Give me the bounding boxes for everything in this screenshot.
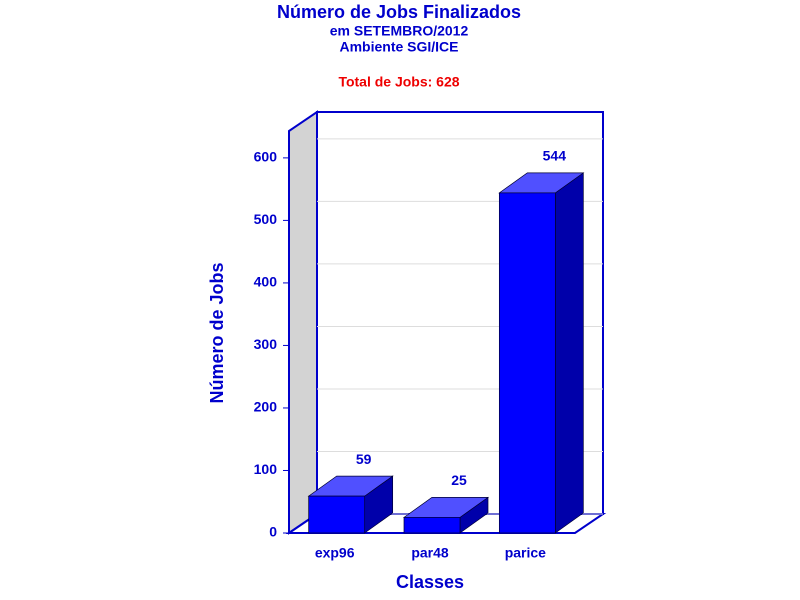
y-tick-label: 300 [254,336,278,352]
value-label: 25 [451,472,467,488]
value-label: 59 [356,451,372,467]
chart-subtitle: em SETEMBRO/2012 [330,23,469,39]
y-tick-label: 0 [269,524,277,540]
bar [308,495,366,534]
bar [498,192,556,534]
x-tick-label: par48 [411,545,449,561]
bar [403,517,461,534]
chart-title: Número de Jobs Finalizados [277,2,521,22]
x-tick-label: exp96 [315,545,355,561]
bar-side [554,172,584,534]
y-tick-label: 200 [254,399,278,415]
left-wall [288,110,318,535]
chart-subtitle: Ambiente SGI/ICE [339,39,458,55]
y-tick-label: 600 [254,149,278,165]
annotation: Total de Jobs: 628 [338,74,459,90]
y-tick-label: 400 [254,274,278,290]
value-label: 544 [543,148,567,164]
y-tick-label: 500 [254,211,278,227]
x-axis-label: Classes [396,572,464,592]
x-tick-label: parice [505,545,546,561]
y-axis-label: Número de Jobs [207,262,227,403]
y-tick-label: 100 [254,461,278,477]
